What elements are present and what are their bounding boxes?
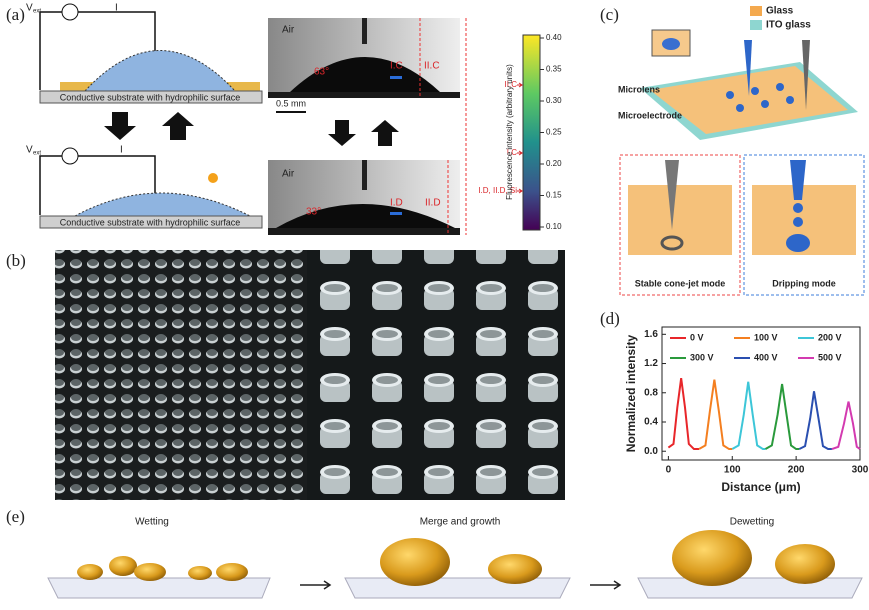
- substrate-label: Conductive substrate with hydrophilic su…: [60, 92, 241, 102]
- medium-label: Air: [282, 169, 295, 180]
- supply-label: V: [26, 3, 33, 14]
- figure: (a) (b) (c) (d) (e) V ext I Conductive s…: [0, 0, 869, 610]
- scale-bar-label: 0.5 mm: [276, 98, 306, 108]
- annotation-arrow: [517, 83, 522, 87]
- panel-label: (d): [600, 309, 620, 328]
- colorbar-tick-label: 0.15: [546, 191, 562, 200]
- data-line: [668, 378, 699, 449]
- legend-label: 200 V: [818, 332, 842, 342]
- marker-label: I.D: [390, 198, 403, 209]
- data-line: [732, 382, 765, 449]
- supply-subscript: ext: [33, 9, 41, 15]
- colorbar-title: Fluorescence intensity (arbitrary units): [505, 64, 514, 200]
- printing-schematic: [620, 6, 864, 295]
- legend-label: 500 V: [818, 352, 842, 362]
- x-tick-label: 100: [724, 465, 741, 476]
- legend-label: 100 V: [754, 332, 778, 342]
- y-axis-title: Normalized intensity: [624, 334, 638, 452]
- legend-label: 300 V: [690, 352, 714, 362]
- data-line: [799, 391, 832, 449]
- y-tick-label: 0.0: [644, 446, 658, 457]
- colorbar-tick-label: 0.35: [546, 65, 562, 74]
- arrow-down: [328, 120, 356, 146]
- plot-frame: [662, 327, 860, 460]
- supply-subscript: ext: [33, 151, 41, 157]
- component-label: Microelectrode: [618, 110, 682, 120]
- medium-label: Air: [282, 25, 295, 36]
- colorbar-tick-label: 0.30: [546, 96, 562, 105]
- legend-label: ITO glass: [766, 20, 811, 31]
- colorbar-tick-label: 0.25: [546, 128, 562, 137]
- annotation-arrow: [517, 151, 522, 155]
- arrow-up: [371, 120, 399, 146]
- x-tick-label: 0: [666, 465, 672, 476]
- legend-label: Glass: [766, 6, 794, 17]
- annotation-arrow: [517, 189, 522, 193]
- legend-label: 400 V: [754, 352, 778, 362]
- legend-label: 0 V: [690, 332, 704, 342]
- arrow-down: [104, 112, 136, 140]
- contact-angle: 33°: [306, 207, 321, 218]
- colorbar-tick-label: 0.20: [546, 159, 562, 168]
- panel-label: (b): [6, 251, 26, 270]
- arrow-up: [162, 112, 194, 140]
- colorbar: [523, 35, 540, 230]
- marker-label: II.D: [425, 198, 441, 209]
- mode-label: Stable cone-jet mode: [635, 278, 726, 288]
- contact-angle: 63°: [314, 67, 329, 78]
- marker-label: I.C: [390, 61, 403, 72]
- x-axis-title: Distance (μm): [721, 480, 800, 494]
- y-tick-label: 1.6: [644, 329, 658, 340]
- y-tick-label: 0.8: [644, 387, 658, 398]
- stage-label: Merge and growth: [420, 517, 501, 528]
- component-label: Microlens: [618, 84, 660, 94]
- mode-label: Dripping mode: [772, 278, 836, 288]
- growth-schematics: [48, 530, 862, 598]
- stage-label: Wetting: [135, 517, 169, 528]
- sem-image-large: [307, 250, 565, 500]
- x-tick-label: 300: [852, 465, 869, 476]
- panel-label: (e): [6, 507, 25, 526]
- colorbar-tick-label: 0.40: [546, 33, 562, 42]
- colorbar-tick-label: 0.10: [546, 222, 562, 231]
- supply-label: V: [26, 145, 33, 156]
- y-tick-label: 1.2: [644, 358, 658, 369]
- panel-label: (a): [6, 5, 25, 24]
- data-line: [765, 384, 799, 449]
- sem-image-small: [55, 250, 307, 500]
- x-tick-label: 200: [788, 465, 805, 476]
- schematic-top: [40, 4, 262, 103]
- stage-label: Dewetting: [730, 517, 774, 528]
- marker-label: II.C: [424, 61, 440, 72]
- current-label: I: [115, 3, 118, 14]
- panel-label: (c): [600, 5, 619, 24]
- schematic-bottom: [40, 148, 262, 228]
- current-label: I: [120, 145, 123, 156]
- data-line: [832, 402, 860, 450]
- substrate-label: Conductive substrate with hydrophilic su…: [60, 217, 241, 227]
- chart: 0.0 0.4 0.8 1.2 1.6 0 100 200 300 Distance (μm) No…: [624, 327, 869, 494]
- y-tick-label: 0.4: [644, 417, 658, 428]
- data-line: [699, 380, 732, 449]
